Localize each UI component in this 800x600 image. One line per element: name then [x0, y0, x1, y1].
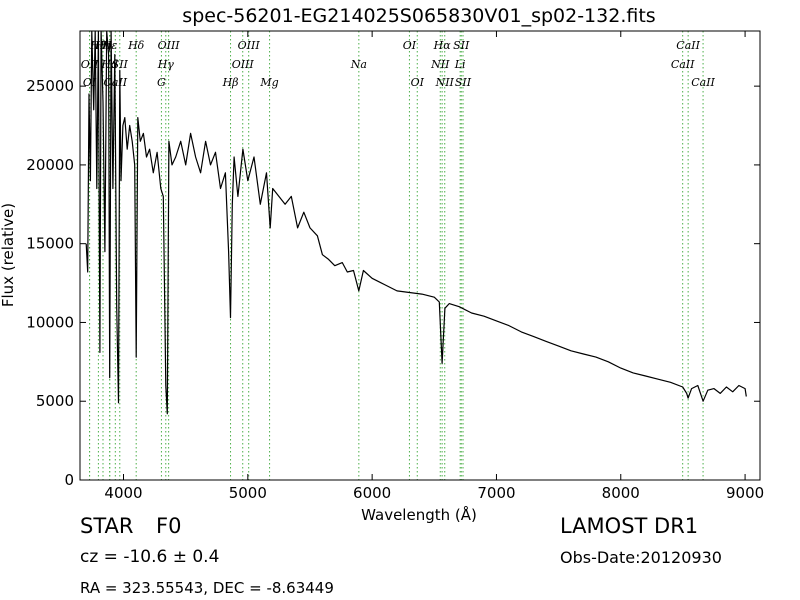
spectral-line-label: CaII: [691, 76, 715, 89]
x-tick-label: 4000: [104, 484, 142, 502]
spectral-line-label: SII: [112, 58, 129, 71]
object-class: STAR: [80, 514, 134, 538]
spectrum-line: [85, 31, 747, 415]
chart-title: spec-56201-EG214025S065830V01_sp02-132.f…: [182, 5, 656, 27]
spectral-line-label: Hβ: [222, 76, 239, 89]
spectral-line-label: G: [157, 76, 166, 89]
spectral-line-label: OI: [403, 39, 417, 52]
x-tick-label: 9000: [726, 484, 764, 502]
coordinates: RA = 323.55543, DEC = -8.63449: [80, 579, 334, 597]
spectral-line-label: OI: [411, 76, 425, 89]
spectral-line-label: Hθ: [89, 39, 107, 52]
spectral-line-label: Hd: [100, 58, 118, 71]
spectral-line-label: SII: [453, 39, 470, 52]
y-tick-label: 0: [64, 471, 74, 489]
object-subclass: F0: [156, 514, 182, 538]
spectral-line-label: OII: [81, 58, 99, 71]
spectral-line-label: OIII: [238, 39, 261, 52]
y-tick-label: 5000: [36, 392, 74, 410]
spectral-line-label: NII: [435, 76, 455, 89]
spectral-line-label: CaII: [103, 76, 127, 89]
spectral-line-label: SII: [455, 76, 472, 89]
obs-date: Obs-Date:20120930: [560, 548, 722, 567]
spectral-line-label: Hη: [94, 39, 112, 52]
y-tick-label: 25000: [26, 77, 74, 95]
y-tick-label: 10000: [26, 313, 74, 331]
y-axis-label: Flux (relative): [0, 202, 17, 308]
x-tick-label: 5000: [229, 484, 267, 502]
spectral-line-label: Mg: [259, 76, 278, 89]
spectral-line-label: Hα: [433, 39, 452, 52]
plot-frame: [79, 30, 761, 481]
redshift-cz: cz = -10.6 ± 0.4: [80, 547, 220, 567]
spectral-line-label: CaII: [676, 39, 700, 52]
spectral-line-label: CaII: [671, 58, 695, 71]
x-tick-label: 8000: [602, 484, 640, 502]
spectral-line-label: Hγ: [157, 58, 175, 71]
spectral-line-label: Hδ: [127, 39, 145, 52]
survey-name: LAMOST DR1: [560, 514, 699, 538]
spectral-line-label: NII: [430, 58, 450, 71]
spectral-line-markers: [89, 31, 704, 480]
x-tick-label: 6000: [353, 484, 391, 502]
spectral-line-label: Na: [350, 58, 367, 71]
y-tick-label: 20000: [26, 156, 74, 174]
spectral-line-label: Li: [454, 58, 466, 71]
y-tick-label: 15000: [26, 235, 74, 253]
spectral-line-label: Hε: [101, 39, 118, 52]
spectral-line-label: OIII: [158, 39, 181, 52]
spectral-line-label: OI: [83, 76, 97, 89]
x-axis-label: Wavelength (Å): [361, 506, 477, 524]
spectral-line-label: OIII: [232, 58, 255, 71]
x-tick-label: 7000: [477, 484, 515, 502]
